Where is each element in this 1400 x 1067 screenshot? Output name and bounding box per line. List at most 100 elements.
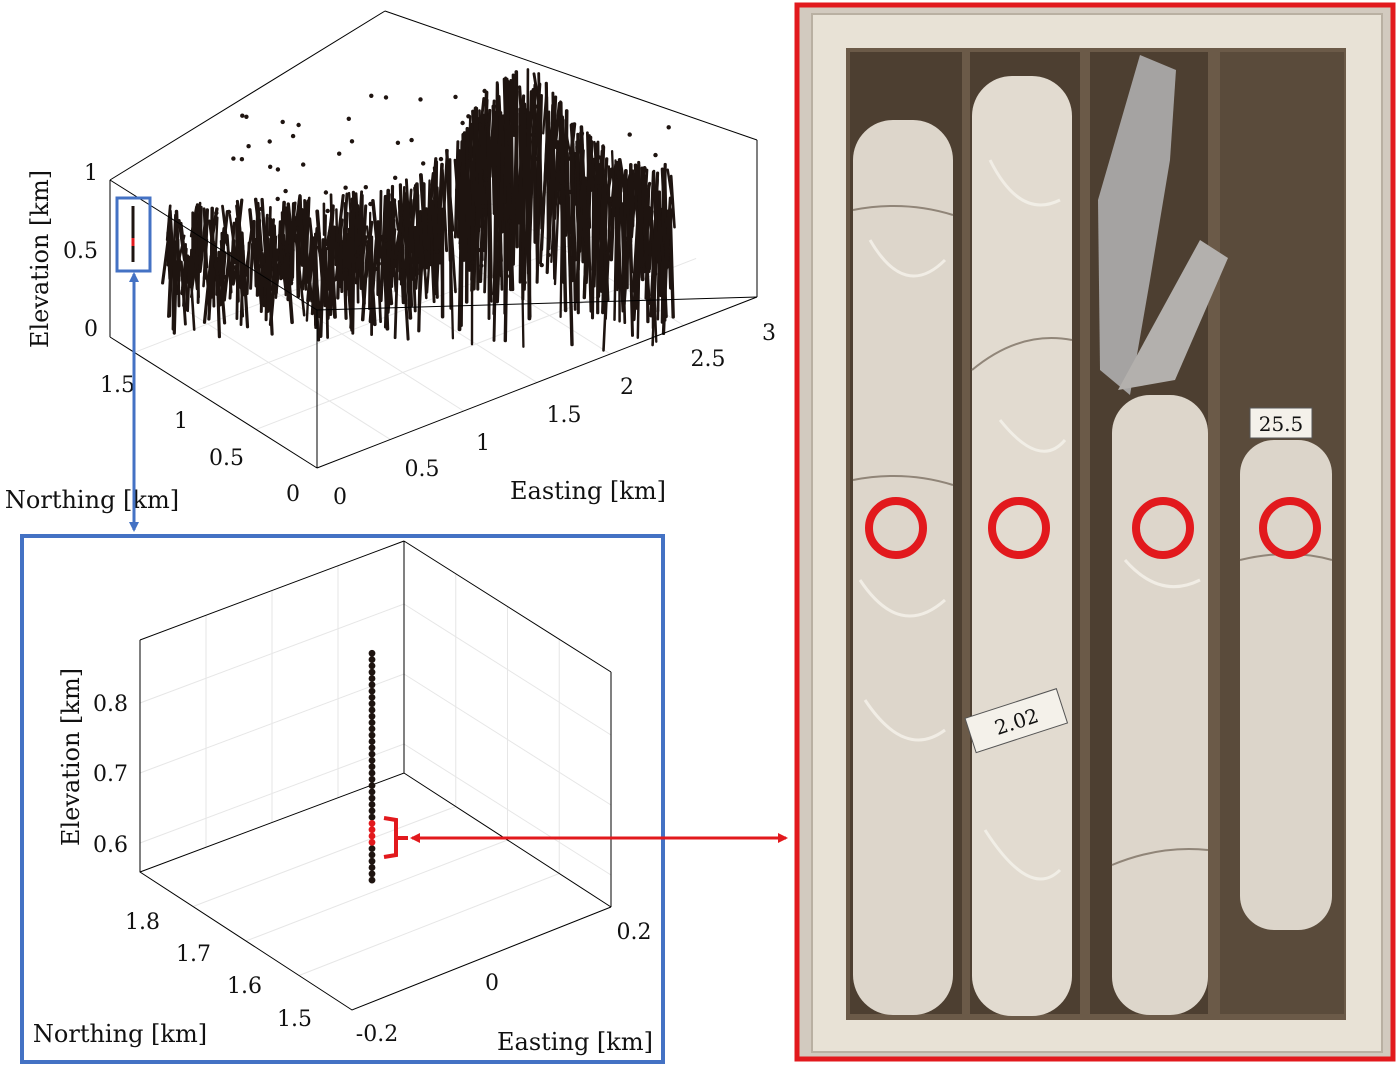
borehole-point xyxy=(482,89,486,93)
zm-ytick-17: 1.7 xyxy=(176,942,211,967)
borehole-sample-point xyxy=(369,795,376,802)
ov-floor-grid-e xyxy=(183,309,390,440)
borehole-sample-point xyxy=(369,763,376,770)
borehole-sample-point xyxy=(369,650,376,657)
borehole-point xyxy=(231,156,235,160)
selected-sample-point xyxy=(369,826,376,833)
borehole-trace xyxy=(405,195,408,246)
borehole-point xyxy=(312,266,316,270)
borehole-trace xyxy=(209,242,213,319)
ov-zlabel: Elevation [km] xyxy=(26,170,54,348)
borehole-point xyxy=(639,267,643,271)
borehole-point xyxy=(373,267,377,271)
borehole-point xyxy=(396,141,400,145)
borehole-point xyxy=(484,177,488,181)
zm-xtick-02: 0.2 xyxy=(617,920,652,945)
ov-ztick-05: 0.5 xyxy=(63,239,98,264)
borehole-trace xyxy=(261,254,262,312)
borehole-sample-point xyxy=(369,656,376,663)
borehole-point xyxy=(644,199,648,203)
borehole-sample-point xyxy=(369,726,376,733)
borehole-point xyxy=(276,167,280,171)
borehole-sample-point xyxy=(369,870,376,877)
borehole-trace xyxy=(477,108,478,289)
core-column-2 xyxy=(972,76,1072,1016)
borehole-point xyxy=(276,197,280,201)
borehole-point xyxy=(586,218,590,222)
borehole-point xyxy=(565,179,569,183)
borehole-point xyxy=(310,245,314,249)
borehole-point xyxy=(540,263,544,267)
borehole-point xyxy=(324,190,328,194)
overview-borehole-traces xyxy=(163,69,675,350)
borehole-point xyxy=(546,253,550,257)
ov-xtick-05: 0.5 xyxy=(405,457,440,482)
borehole-point xyxy=(421,161,425,165)
borehole-trace xyxy=(513,75,514,130)
borehole-point xyxy=(531,133,535,137)
selected-sample-point xyxy=(369,820,376,827)
borehole-sample-point xyxy=(369,789,376,796)
ov-ytick-1: 1 xyxy=(174,409,188,434)
borehole-point xyxy=(507,141,511,145)
borehole-point xyxy=(533,104,537,108)
zm-ylabel: Northing [km] xyxy=(33,1020,207,1048)
ov-ytick-05: 0.5 xyxy=(209,446,244,471)
borehole-trace xyxy=(326,248,328,337)
borehole-point xyxy=(667,125,671,129)
ov-ytick-0: 0 xyxy=(286,482,300,507)
borehole-point xyxy=(286,253,290,257)
zm-floor-grid xyxy=(246,840,508,941)
borehole-point xyxy=(623,236,627,240)
borehole-trace xyxy=(336,210,337,242)
borehole-sample-point xyxy=(369,807,376,814)
borehole-point xyxy=(259,207,263,211)
borehole-point xyxy=(240,114,244,118)
zoom-panel-frame xyxy=(22,536,663,1062)
borehole-trace xyxy=(267,228,269,308)
borehole-point xyxy=(485,123,489,127)
ov-xtick-1: 1 xyxy=(476,431,490,456)
borehole-point xyxy=(332,278,336,282)
borehole-point xyxy=(316,231,320,235)
ov-ztick-0: 0 xyxy=(84,317,98,342)
borehole-point xyxy=(424,250,428,254)
borehole-sample-point xyxy=(369,776,376,783)
borehole-sample-point xyxy=(369,744,376,751)
borehole-trace xyxy=(380,191,381,257)
borehole-point xyxy=(283,189,287,193)
borehole-point xyxy=(343,186,347,190)
zm-xtick-0: 0 xyxy=(485,971,499,996)
borehole-trace xyxy=(488,127,491,277)
ov-xlabel: Easting [km] xyxy=(510,477,666,505)
borehole-point xyxy=(377,262,381,266)
borehole-point xyxy=(605,251,609,255)
borehole-point xyxy=(471,260,475,264)
ov-xtick-25: 2.5 xyxy=(691,347,726,372)
borehole-sample-point xyxy=(369,801,376,808)
borehole-point xyxy=(628,132,632,136)
borehole-point xyxy=(233,265,237,269)
overview-3d-plot: 1 0.5 0 1.5 1 0.5 0 0 0.5 1 1.5 2 2.5 3 … xyxy=(5,11,776,514)
borehole-point xyxy=(393,176,397,180)
borehole-point xyxy=(296,123,300,127)
borehole-point xyxy=(344,268,348,272)
borehole-point xyxy=(505,274,509,278)
zoom-selection-bracket xyxy=(384,818,408,857)
borehole-point xyxy=(409,138,413,142)
ov-xtick-3: 3 xyxy=(762,321,776,346)
zoom-bounding-box xyxy=(140,541,611,1010)
borehole-point xyxy=(642,166,646,170)
selected-sample-point xyxy=(369,833,376,840)
borehole-sample-point xyxy=(369,681,376,688)
borehole-point xyxy=(326,209,330,213)
borehole-sample-point xyxy=(369,675,376,682)
borehole-point xyxy=(337,152,341,156)
borehole-trace xyxy=(670,208,673,317)
borehole-point xyxy=(369,94,373,98)
zm-floor-grid xyxy=(299,874,559,976)
borehole-sample-point xyxy=(369,770,376,777)
borehole-sample-point xyxy=(369,669,376,676)
ov-xtick-2: 2 xyxy=(620,375,634,400)
